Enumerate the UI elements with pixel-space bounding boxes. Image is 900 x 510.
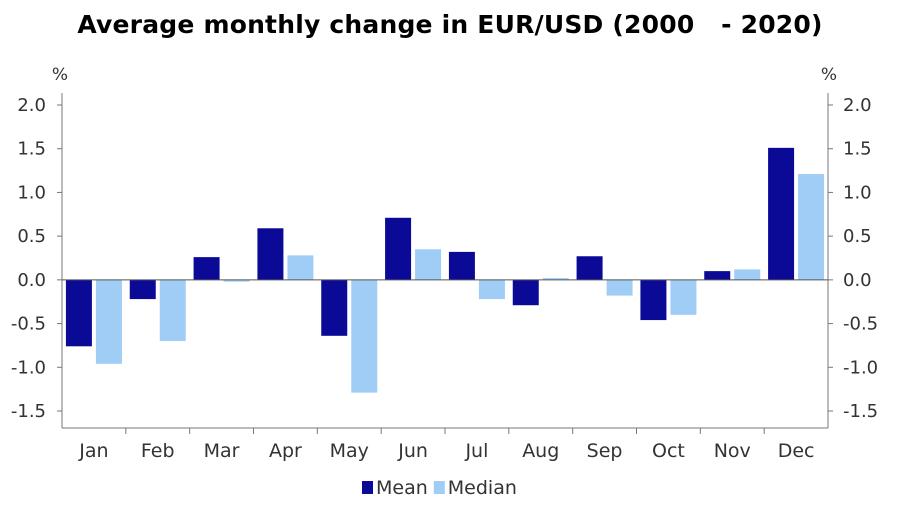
y-tick-label-left: -1.5	[11, 401, 46, 422]
x-tick-label: Dec	[778, 440, 815, 462]
bar-mean-oct	[640, 279, 667, 321]
y-tick-label-left: -0.5	[11, 314, 46, 335]
bar-median-jan	[95, 279, 122, 364]
bar-mean-dec	[768, 147, 795, 280]
y-unit-left: %	[52, 65, 68, 85]
x-tick-label: Jul	[464, 440, 488, 462]
legend-swatch-mean	[362, 481, 373, 494]
x-tick-label: Aug	[522, 440, 559, 462]
bar-median-mar	[223, 279, 250, 282]
bar-median-may	[351, 279, 378, 393]
y-tick-label-left: 0.0	[17, 270, 46, 291]
bar-mean-mar	[193, 257, 220, 280]
bar-median-sep	[606, 279, 633, 296]
y-unit-right: %	[821, 65, 837, 85]
x-tick-label: Feb	[141, 440, 175, 462]
bar-mean-jan	[65, 279, 92, 347]
x-tick-label: Sep	[587, 440, 623, 462]
y-tick-label-right: 1.0	[843, 182, 872, 203]
bar-median-feb	[159, 279, 186, 342]
bar-mean-feb	[129, 279, 156, 300]
y-tick-label-right: -1.0	[843, 357, 878, 378]
y-tick-label-left: 1.5	[17, 139, 46, 160]
y-tick-label-right: 0.0	[843, 270, 872, 291]
legend-label-median: Median	[448, 477, 517, 499]
bar-mean-jul	[448, 251, 475, 280]
y-tick-label-right: 2.0	[843, 95, 872, 116]
y-tick-label-left: 0.5	[17, 226, 46, 247]
bar-median-dec	[798, 174, 825, 280]
x-tick-label: Apr	[269, 440, 302, 462]
bar-median-nov	[734, 269, 761, 280]
y-tick-label-left: 2.0	[17, 95, 46, 116]
x-tick-label: Nov	[714, 440, 751, 462]
bar-mean-may	[321, 279, 348, 336]
x-tick-label: May	[330, 440, 369, 462]
y-tick-label-left: -1.0	[11, 357, 46, 378]
bar-mean-nov	[704, 271, 731, 280]
y-tick-label-right: 0.5	[843, 226, 872, 247]
x-tick-label: Jun	[397, 440, 428, 462]
bar-mean-jun	[385, 217, 412, 280]
x-tick-label: Oct	[652, 440, 685, 462]
bar-mean-apr	[257, 228, 284, 280]
y-tick-label-right: -1.5	[843, 401, 878, 422]
y-tick-label-right: -0.5	[843, 314, 878, 335]
bar-median-apr	[287, 255, 314, 280]
bar-mean-sep	[576, 256, 603, 280]
bar-median-jun	[415, 249, 442, 280]
legend-swatch-median	[433, 481, 445, 494]
bar-median-jul	[478, 279, 505, 300]
bar-median-aug	[542, 278, 569, 280]
chart-title: Average monthly change in EUR/USD (2000 …	[77, 10, 823, 39]
bar-median-oct	[670, 279, 697, 315]
x-tick-label: Jan	[78, 440, 108, 462]
legend-label-mean: Mean	[376, 477, 428, 499]
y-tick-label-left: 1.0	[17, 182, 46, 203]
x-tick-label: Mar	[204, 440, 240, 462]
bar-mean-aug	[512, 279, 539, 306]
y-tick-label-right: 1.5	[843, 139, 872, 160]
